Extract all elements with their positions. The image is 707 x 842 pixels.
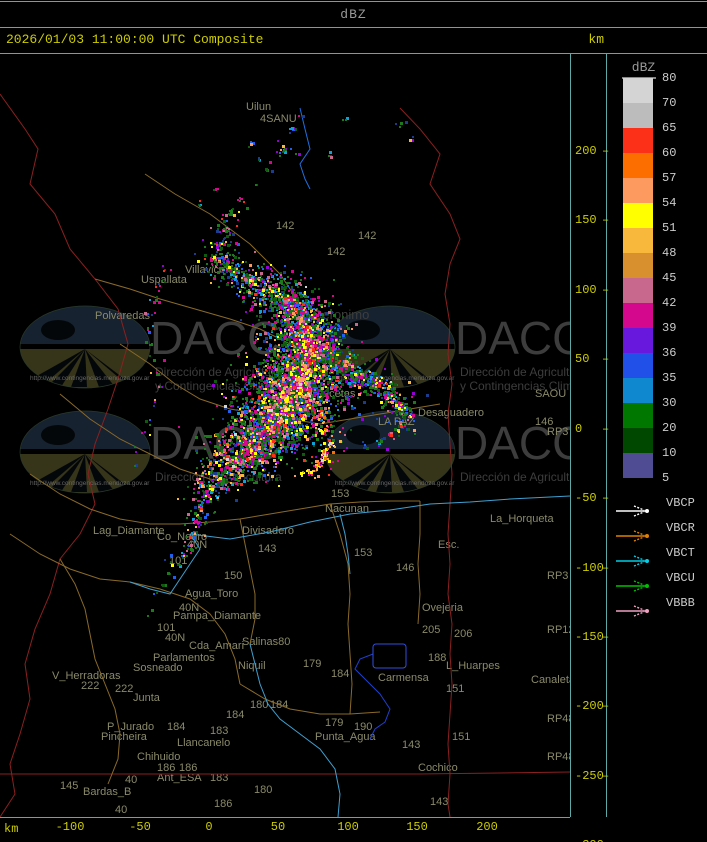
svg-text:206: 206 xyxy=(454,628,472,640)
svg-text:151: 151 xyxy=(446,683,464,695)
svg-text:RP3: RP3 xyxy=(547,426,568,438)
svg-text:Punta_Agua: Punta_Agua xyxy=(315,731,376,743)
svg-text:4SANU: 4SANU xyxy=(260,113,297,125)
svg-text:Carmensa: Carmensa xyxy=(378,672,430,684)
svg-text:180: 180 xyxy=(250,699,268,711)
svg-text:40N: 40N xyxy=(165,632,185,644)
svg-text:143: 143 xyxy=(258,543,276,555)
svg-text:L_Huarpes: L_Huarpes xyxy=(446,660,500,672)
svg-text:179: 179 xyxy=(303,658,321,670)
svg-text:RP12: RP12 xyxy=(547,624,570,636)
svg-text:RP3: RP3 xyxy=(547,570,568,582)
svg-text:186: 186 xyxy=(214,798,232,810)
svg-text:Llancanelo: Llancanelo xyxy=(177,737,230,749)
svg-text:153: 153 xyxy=(354,547,372,559)
svg-text:Niquil: Niquil xyxy=(238,660,266,672)
svg-text:Pincheira: Pincheira xyxy=(101,731,148,743)
svg-text:La_Horqueta: La_Horqueta xyxy=(490,513,554,525)
svg-text:142: 142 xyxy=(276,220,294,232)
svg-text:222: 222 xyxy=(115,683,133,695)
svg-text:146: 146 xyxy=(396,562,414,574)
svg-text:184: 184 xyxy=(167,721,185,733)
svg-text:DACC: DACC xyxy=(455,312,570,364)
svg-text:143: 143 xyxy=(430,796,448,808)
svg-text:Cochico: Cochico xyxy=(418,762,458,774)
svg-text:Uilun: Uilun xyxy=(246,101,271,113)
svg-text:Bardas_B: Bardas_B xyxy=(83,786,131,798)
svg-text:Uspallata: Uspallata xyxy=(141,274,188,286)
svg-text:151: 151 xyxy=(452,731,470,743)
svg-text:SAOU: SAOU xyxy=(535,388,566,400)
svg-text:Dirección de Agricultura: Dirección de Agricultura xyxy=(460,470,570,484)
svg-text:153: 153 xyxy=(331,488,349,500)
svg-text:Ovejeria: Ovejeria xyxy=(422,602,464,614)
svg-text:142: 142 xyxy=(327,246,345,258)
svg-text:183: 183 xyxy=(210,725,228,737)
svg-text:Sosneado: Sosneado xyxy=(133,662,183,674)
svg-text:142: 142 xyxy=(358,230,376,242)
svg-text:143: 143 xyxy=(402,739,420,751)
svg-text:184: 184 xyxy=(331,668,349,680)
svg-text:222: 222 xyxy=(81,680,99,692)
svg-text:RP48: RP48 xyxy=(547,751,570,763)
svg-text:RP48: RP48 xyxy=(547,713,570,725)
svg-text:205: 205 xyxy=(422,624,440,636)
svg-text:40: 40 xyxy=(125,774,137,786)
svg-text:Junta: Junta xyxy=(133,692,161,704)
svg-text:184: 184 xyxy=(226,709,244,721)
svg-text:Lag_Diamante: Lag_Diamante xyxy=(93,525,165,537)
svg-text:Salinas80: Salinas80 xyxy=(242,636,290,648)
svg-text:179: 179 xyxy=(325,717,343,729)
svg-text:Polvaredas: Polvaredas xyxy=(95,310,151,322)
svg-text:180: 180 xyxy=(254,784,272,796)
svg-text:Canaletas: Canaletas xyxy=(531,674,570,686)
svg-text:Cda_Amari: Cda_Amari xyxy=(189,640,244,652)
svg-text:40: 40 xyxy=(115,804,127,816)
svg-text:DACC: DACC xyxy=(150,312,280,364)
svg-text:Dirección de Agricultura: Dirección de Agricultura xyxy=(460,365,570,379)
svg-text:188: 188 xyxy=(428,652,446,664)
svg-text:Agua_Toro: Agua_Toro xyxy=(185,588,238,600)
svg-text:150: 150 xyxy=(224,570,242,582)
svg-text:145: 145 xyxy=(60,780,78,792)
svg-text:Desaguadero: Desaguadero xyxy=(418,407,484,419)
